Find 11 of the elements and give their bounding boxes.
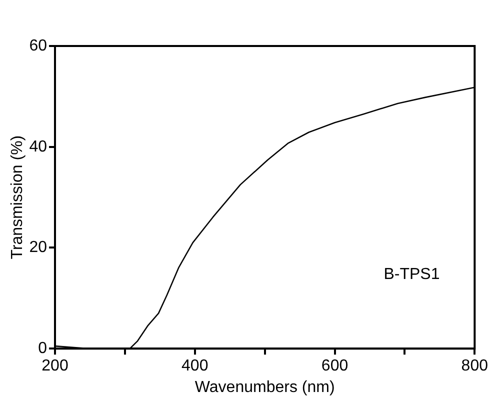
x-tick-label: 400 (182, 358, 208, 375)
x-tick-label: 200 (42, 358, 68, 375)
y-tick-label: 0 (38, 340, 48, 358)
y-tick-label: 40 (29, 138, 48, 156)
y-tick-label: 20 (29, 239, 48, 256)
x-tick-label: 800 (461, 358, 488, 375)
y-tick-label: 60 (29, 37, 48, 54)
x-tick-label: 600 (321, 358, 348, 375)
annotation: B-TPS1 (384, 266, 440, 283)
x-axis-title: Wavenumbers (nm) (194, 378, 335, 396)
y-axis-title: Transmission (%) (9, 135, 26, 260)
